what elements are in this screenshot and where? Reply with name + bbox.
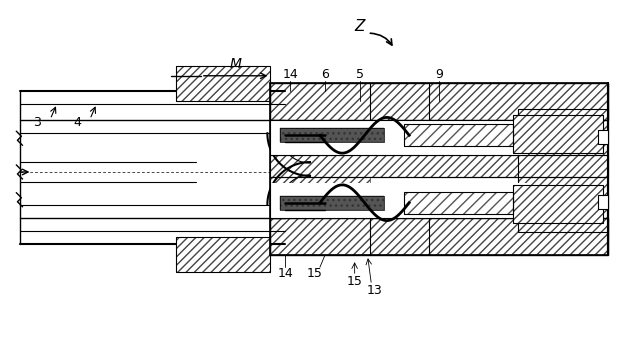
- Bar: [518, 108, 608, 233]
- Text: 13: 13: [366, 284, 383, 298]
- Bar: [404, 124, 513, 146]
- Text: 14: 14: [282, 68, 298, 81]
- Bar: [21, 103, 285, 120]
- Bar: [176, 66, 271, 101]
- Bar: [271, 120, 528, 155]
- Bar: [518, 108, 608, 233]
- Bar: [281, 196, 384, 210]
- Bar: [271, 183, 528, 218]
- Text: 9: 9: [435, 68, 443, 81]
- Text: 15: 15: [307, 267, 323, 280]
- Text: 14: 14: [277, 267, 293, 280]
- Bar: [271, 155, 608, 177]
- Bar: [281, 128, 384, 142]
- Text: 5: 5: [356, 68, 364, 81]
- Text: Z: Z: [355, 19, 365, 34]
- Bar: [271, 120, 369, 162]
- Bar: [513, 185, 603, 223]
- Bar: [271, 176, 369, 218]
- Bar: [176, 66, 271, 101]
- Bar: [404, 124, 513, 146]
- Bar: [513, 116, 603, 153]
- Bar: [21, 218, 285, 232]
- Bar: [176, 237, 271, 272]
- Bar: [281, 128, 384, 142]
- Text: 3: 3: [34, 116, 41, 129]
- Bar: [271, 218, 608, 255]
- Text: 4: 4: [73, 116, 81, 129]
- Bar: [429, 183, 608, 218]
- Bar: [271, 83, 608, 120]
- Text: 6: 6: [321, 68, 329, 81]
- Text: 15: 15: [346, 275, 363, 287]
- Bar: [598, 195, 608, 209]
- Bar: [429, 120, 608, 155]
- Bar: [404, 192, 513, 214]
- Text: M: M: [230, 57, 241, 71]
- Bar: [513, 116, 603, 153]
- Bar: [598, 130, 608, 144]
- Bar: [271, 83, 608, 120]
- Bar: [271, 218, 608, 255]
- Bar: [281, 196, 384, 210]
- Bar: [176, 237, 271, 272]
- Bar: [271, 155, 608, 177]
- Bar: [404, 192, 513, 214]
- Bar: [513, 185, 603, 223]
